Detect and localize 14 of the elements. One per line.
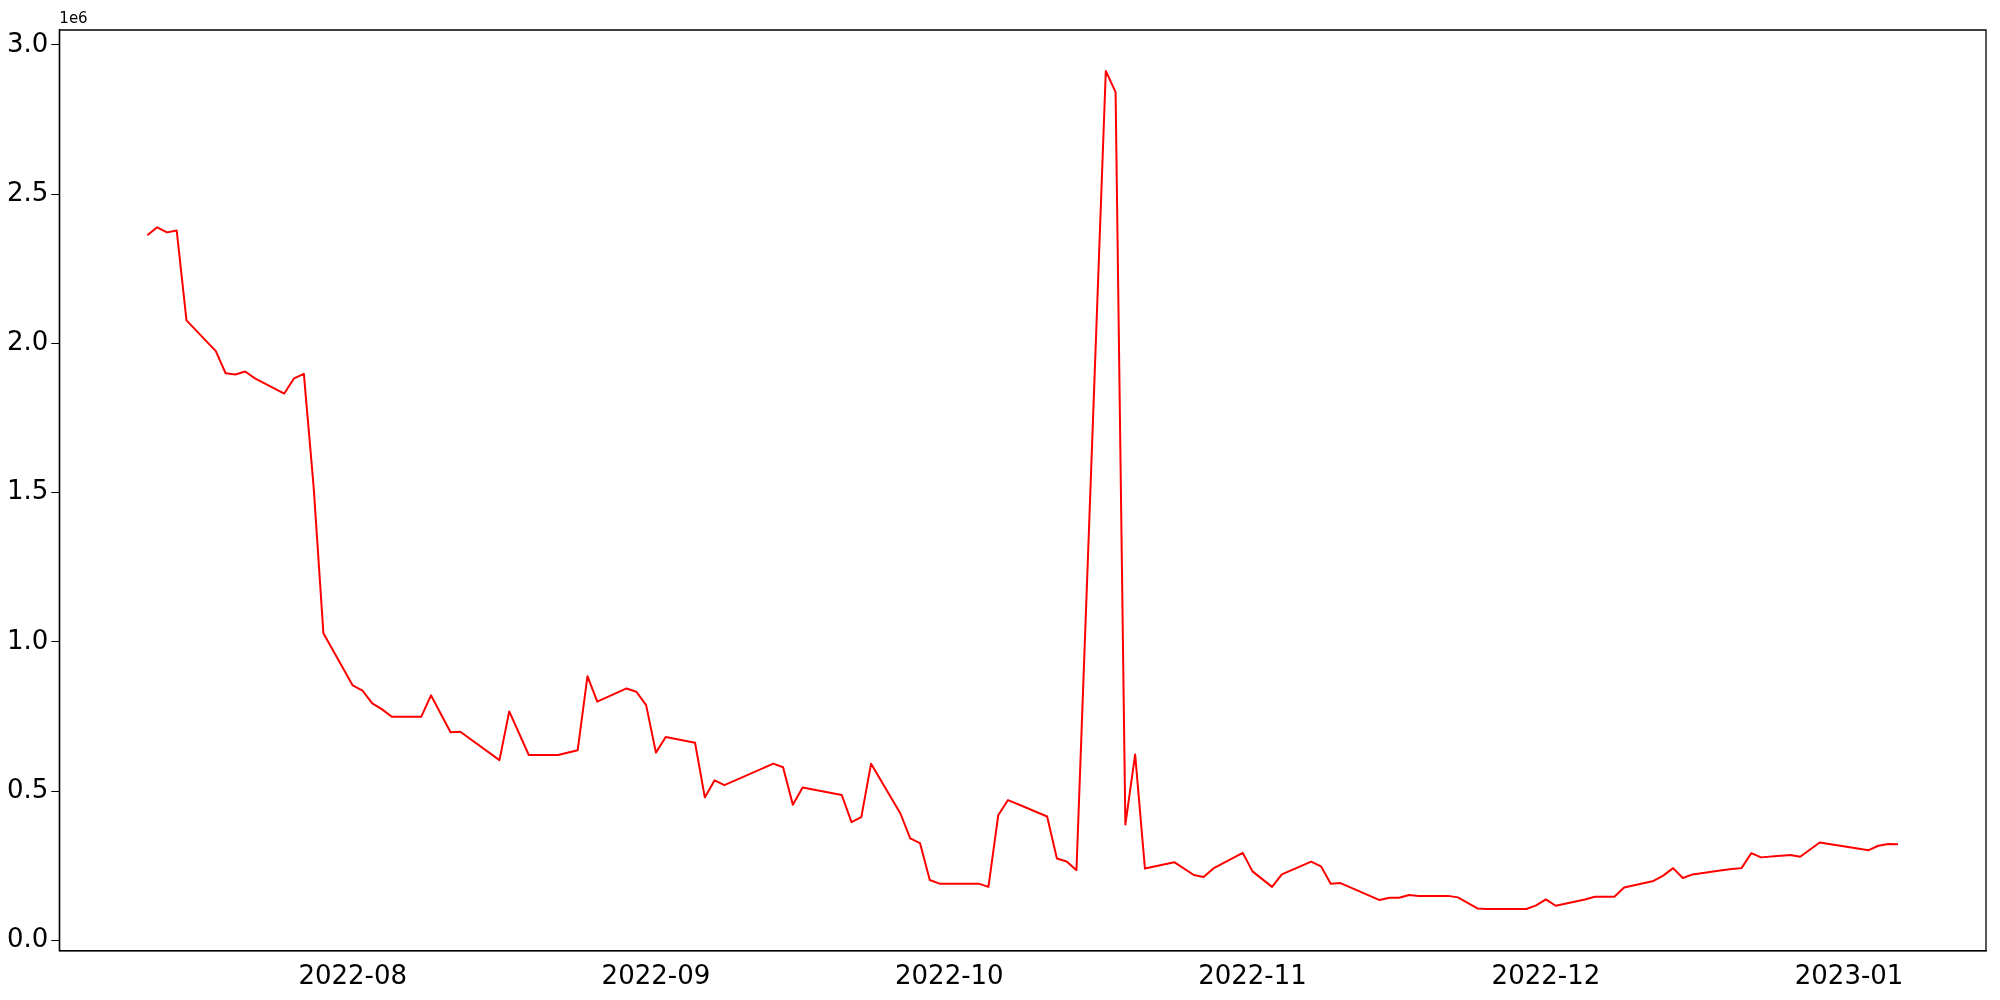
- text: 1e6: [59, 9, 88, 28]
- x-tick-label: 2022-10: [895, 960, 1004, 991]
- y-tick-label: 0.0: [6, 923, 49, 954]
- y-tick-label: 0.5: [6, 773, 49, 804]
- x-tick-label: 2023-01: [1794, 960, 1904, 991]
- x-tick-label: 2022-08: [298, 960, 408, 991]
- y-tick-label: 1.5: [6, 475, 49, 506]
- x-tick-label: 2022-09: [601, 960, 711, 991]
- y-tick-label: 2.5: [6, 176, 49, 207]
- y-tick-label: 1.0: [6, 624, 49, 655]
- x-tick-label: 2022-11: [1198, 960, 1307, 991]
- x-tick-label: 2022-12: [1491, 960, 1601, 991]
- y-tick-label: 3.0: [6, 27, 49, 58]
- y-tick-label: 2.0: [6, 326, 49, 357]
